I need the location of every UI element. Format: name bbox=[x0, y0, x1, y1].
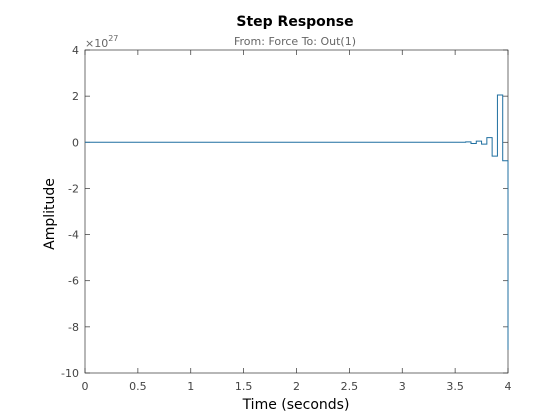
y-tick-label: 4 bbox=[72, 44, 79, 57]
x-tick-label: 3 bbox=[399, 380, 406, 393]
y-tick-label: -2 bbox=[68, 182, 79, 195]
y-tick-label: -6 bbox=[68, 275, 79, 288]
chart-subtitle: From: Force To: Out(1) bbox=[234, 35, 356, 48]
y-exponent: ×1027 bbox=[85, 34, 118, 50]
y-axis-label: Amplitude bbox=[42, 178, 58, 250]
series-line bbox=[85, 94, 509, 350]
x-tick-label: 1.5 bbox=[235, 380, 253, 393]
x-tick-label: 4 bbox=[505, 380, 512, 393]
plot-area bbox=[84, 49, 509, 374]
x-tick-label: 3.5 bbox=[446, 380, 464, 393]
x-tick-label: 0.5 bbox=[129, 380, 147, 393]
chart-title: Step Response bbox=[236, 14, 353, 30]
x-tick-label: 0 bbox=[82, 380, 89, 393]
x-tick-label: 2 bbox=[293, 380, 300, 393]
y-tick-label: 0 bbox=[72, 136, 79, 149]
y-exponent-base: ×10 bbox=[85, 37, 108, 50]
y-axis-ticks: 4 2 0 -2 -4 -6 -8 -10 bbox=[61, 44, 508, 380]
x-tick-label: 2.5 bbox=[341, 380, 359, 393]
x-tick-label: 1 bbox=[187, 380, 194, 393]
y-tick-label: 2 bbox=[72, 90, 79, 103]
y-tick-label: -10 bbox=[61, 367, 79, 380]
x-axis-ticks: 0 0.5 1 1.5 2 2.5 3 3.5 4 bbox=[82, 50, 512, 393]
x-axis-label: Time (seconds) bbox=[242, 397, 350, 413]
y-exponent-power: 27 bbox=[108, 34, 118, 43]
y-tick-label: -4 bbox=[68, 229, 79, 242]
y-tick-label: -8 bbox=[68, 321, 79, 334]
